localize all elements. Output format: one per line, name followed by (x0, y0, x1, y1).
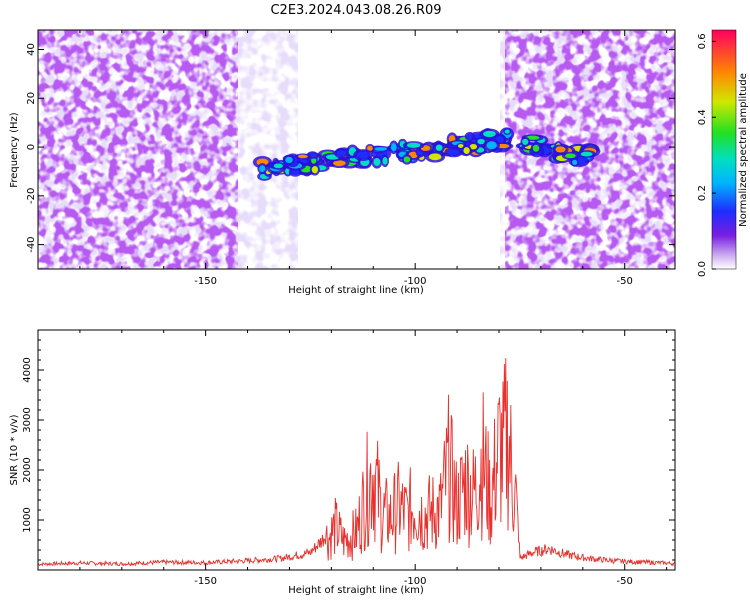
signal-core (336, 150, 346, 157)
heatmap-x-ticks: -150 -100 -50 (37, 30, 668, 287)
figure-title: C2E3.2024.043.08.26.R09 (270, 3, 441, 18)
signal-core (463, 147, 470, 154)
signal-core (477, 138, 485, 145)
y-tick-label: 2000 (22, 457, 33, 482)
signal-core (572, 159, 578, 165)
signal-core (532, 144, 540, 152)
signal-core (457, 144, 464, 148)
snr-panel: -150 -100 -50 1000 2000 3000 4000 Height of s… (9, 329, 676, 596)
signal-core (291, 169, 300, 175)
y-tick-label: -20 (26, 188, 37, 204)
y-tick-label: 3000 (22, 407, 33, 432)
signal-core (435, 144, 443, 151)
colorbar-tick-label: 0.6 (697, 33, 708, 49)
heatmap-panel: -150 -100 -50 -40 -20 0 20 40 Height of straig… (9, 29, 676, 296)
signal-core (298, 154, 308, 159)
signal-core (333, 160, 346, 167)
y-tick-label: 40 (26, 43, 37, 56)
x-tick-label: -50 (617, 576, 633, 587)
colorbar-tick-label: 0.4 (697, 109, 708, 125)
signal-core (311, 166, 319, 174)
noise-texture-left (38, 30, 238, 269)
signal-core (367, 145, 373, 151)
signal-core (428, 153, 442, 161)
signal-core (504, 129, 510, 134)
signal-core (447, 149, 460, 156)
signal-core (522, 138, 529, 145)
x-tick-label: -100 (404, 276, 427, 287)
snr-x-axis-label: Height of straight line (km) (288, 585, 424, 596)
signal-core (390, 143, 397, 152)
colorbar-ticks: 0.0 0.2 0.4 0.6 (697, 33, 716, 277)
heatmap-area (38, 30, 675, 269)
heatmap-y-axis-label: Frequency (Hz) (9, 112, 20, 188)
signal-core (356, 151, 370, 159)
y-tick-label: 4000 (22, 357, 33, 382)
colorbar-tick-label: 0.0 (697, 261, 708, 277)
signal-core (259, 165, 266, 172)
signal-core (486, 141, 497, 150)
snr-y-ticks: 1000 2000 3000 4000 (22, 339, 675, 561)
heatmap-frame (37, 29, 676, 270)
signal-trace-layer (252, 127, 601, 181)
signal-core (466, 133, 473, 139)
x-tick-label: -50 (617, 276, 633, 287)
signal-core (285, 156, 293, 164)
signal-core (483, 130, 496, 138)
x-tick-label: -150 (194, 276, 217, 287)
x-tick-label: -100 (404, 576, 427, 587)
x-tick-label: -150 (194, 576, 217, 587)
signal-core (311, 157, 317, 164)
snr-y-axis-label: SNR (10 * v/v) (9, 414, 20, 485)
signal-core (373, 158, 381, 166)
signal-core (256, 158, 269, 166)
heatmap-y-ticks: -40 -20 0 20 40 (26, 43, 675, 253)
signal-core (580, 151, 593, 157)
y-tick-label: 1000 (22, 507, 33, 532)
y-tick-label: 20 (26, 92, 37, 105)
signal-core (555, 146, 566, 153)
signal-core (406, 142, 421, 148)
signal-core (382, 157, 388, 165)
snr-series-line (38, 358, 675, 567)
colorbar-tick-label: 0.2 (697, 185, 708, 201)
colorbar-gradient (711, 29, 737, 270)
signal-core (374, 147, 388, 151)
snr-x-ticks: -150 -100 -50 (37, 330, 668, 587)
signal-core (469, 143, 478, 150)
signal-core (403, 156, 411, 163)
signal-core (565, 153, 576, 159)
heatmap-x-axis-label: Height of straight line (km) (288, 285, 424, 296)
colorbar-label: Normalized spectral amplitude (738, 73, 749, 227)
colorbar: 0.0 0.2 0.4 0.6 Normalized spectral amplitu… (697, 29, 749, 277)
signal-core (273, 163, 283, 169)
y-tick-label: -40 (26, 236, 37, 252)
signal-core (309, 152, 316, 157)
y-tick-label: 0 (26, 144, 37, 150)
